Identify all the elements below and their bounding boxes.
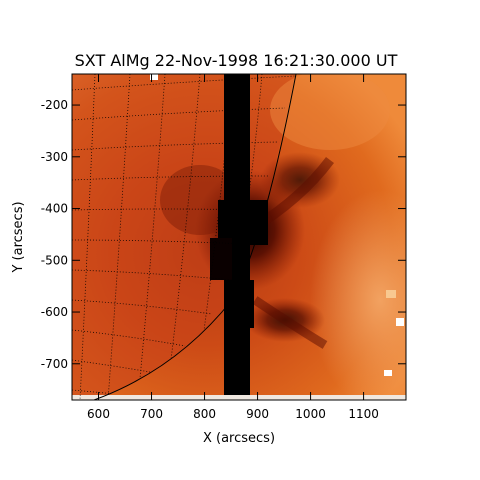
solar-image [72,74,406,400]
y-tick-label: -500 [41,253,68,267]
y-tick-label: -600 [41,305,68,319]
figure-title: SXT AlMg 22-Nov-1998 16:21:30.000 UT [75,51,398,70]
x-tick-label: 800 [193,407,216,421]
y-axis-ticks: -200 -300 -400 -500 -600 -700 [41,98,406,371]
plot-frame [71,73,407,401]
x-tick-label: 1000 [295,407,326,421]
y-tick-label: -200 [41,98,68,112]
solar-limb [93,74,297,400]
heliographic-grid [72,74,295,400]
x-tick-label: 1100 [348,407,379,421]
y-axis-label: Y (arcsecs) [11,201,26,273]
y-tick-label: -300 [41,150,68,164]
x-tick-label: 700 [140,407,163,421]
x-tick-label: 900 [246,407,269,421]
x-tick-label: 600 [87,407,110,421]
y-tick-label: -400 [41,202,68,216]
x-axis-label: X (arcsecs) [203,431,275,446]
y-tick-label: -700 [41,357,68,371]
x-axis-ticks: 600 700 800 900 1000 1100 [87,74,379,421]
